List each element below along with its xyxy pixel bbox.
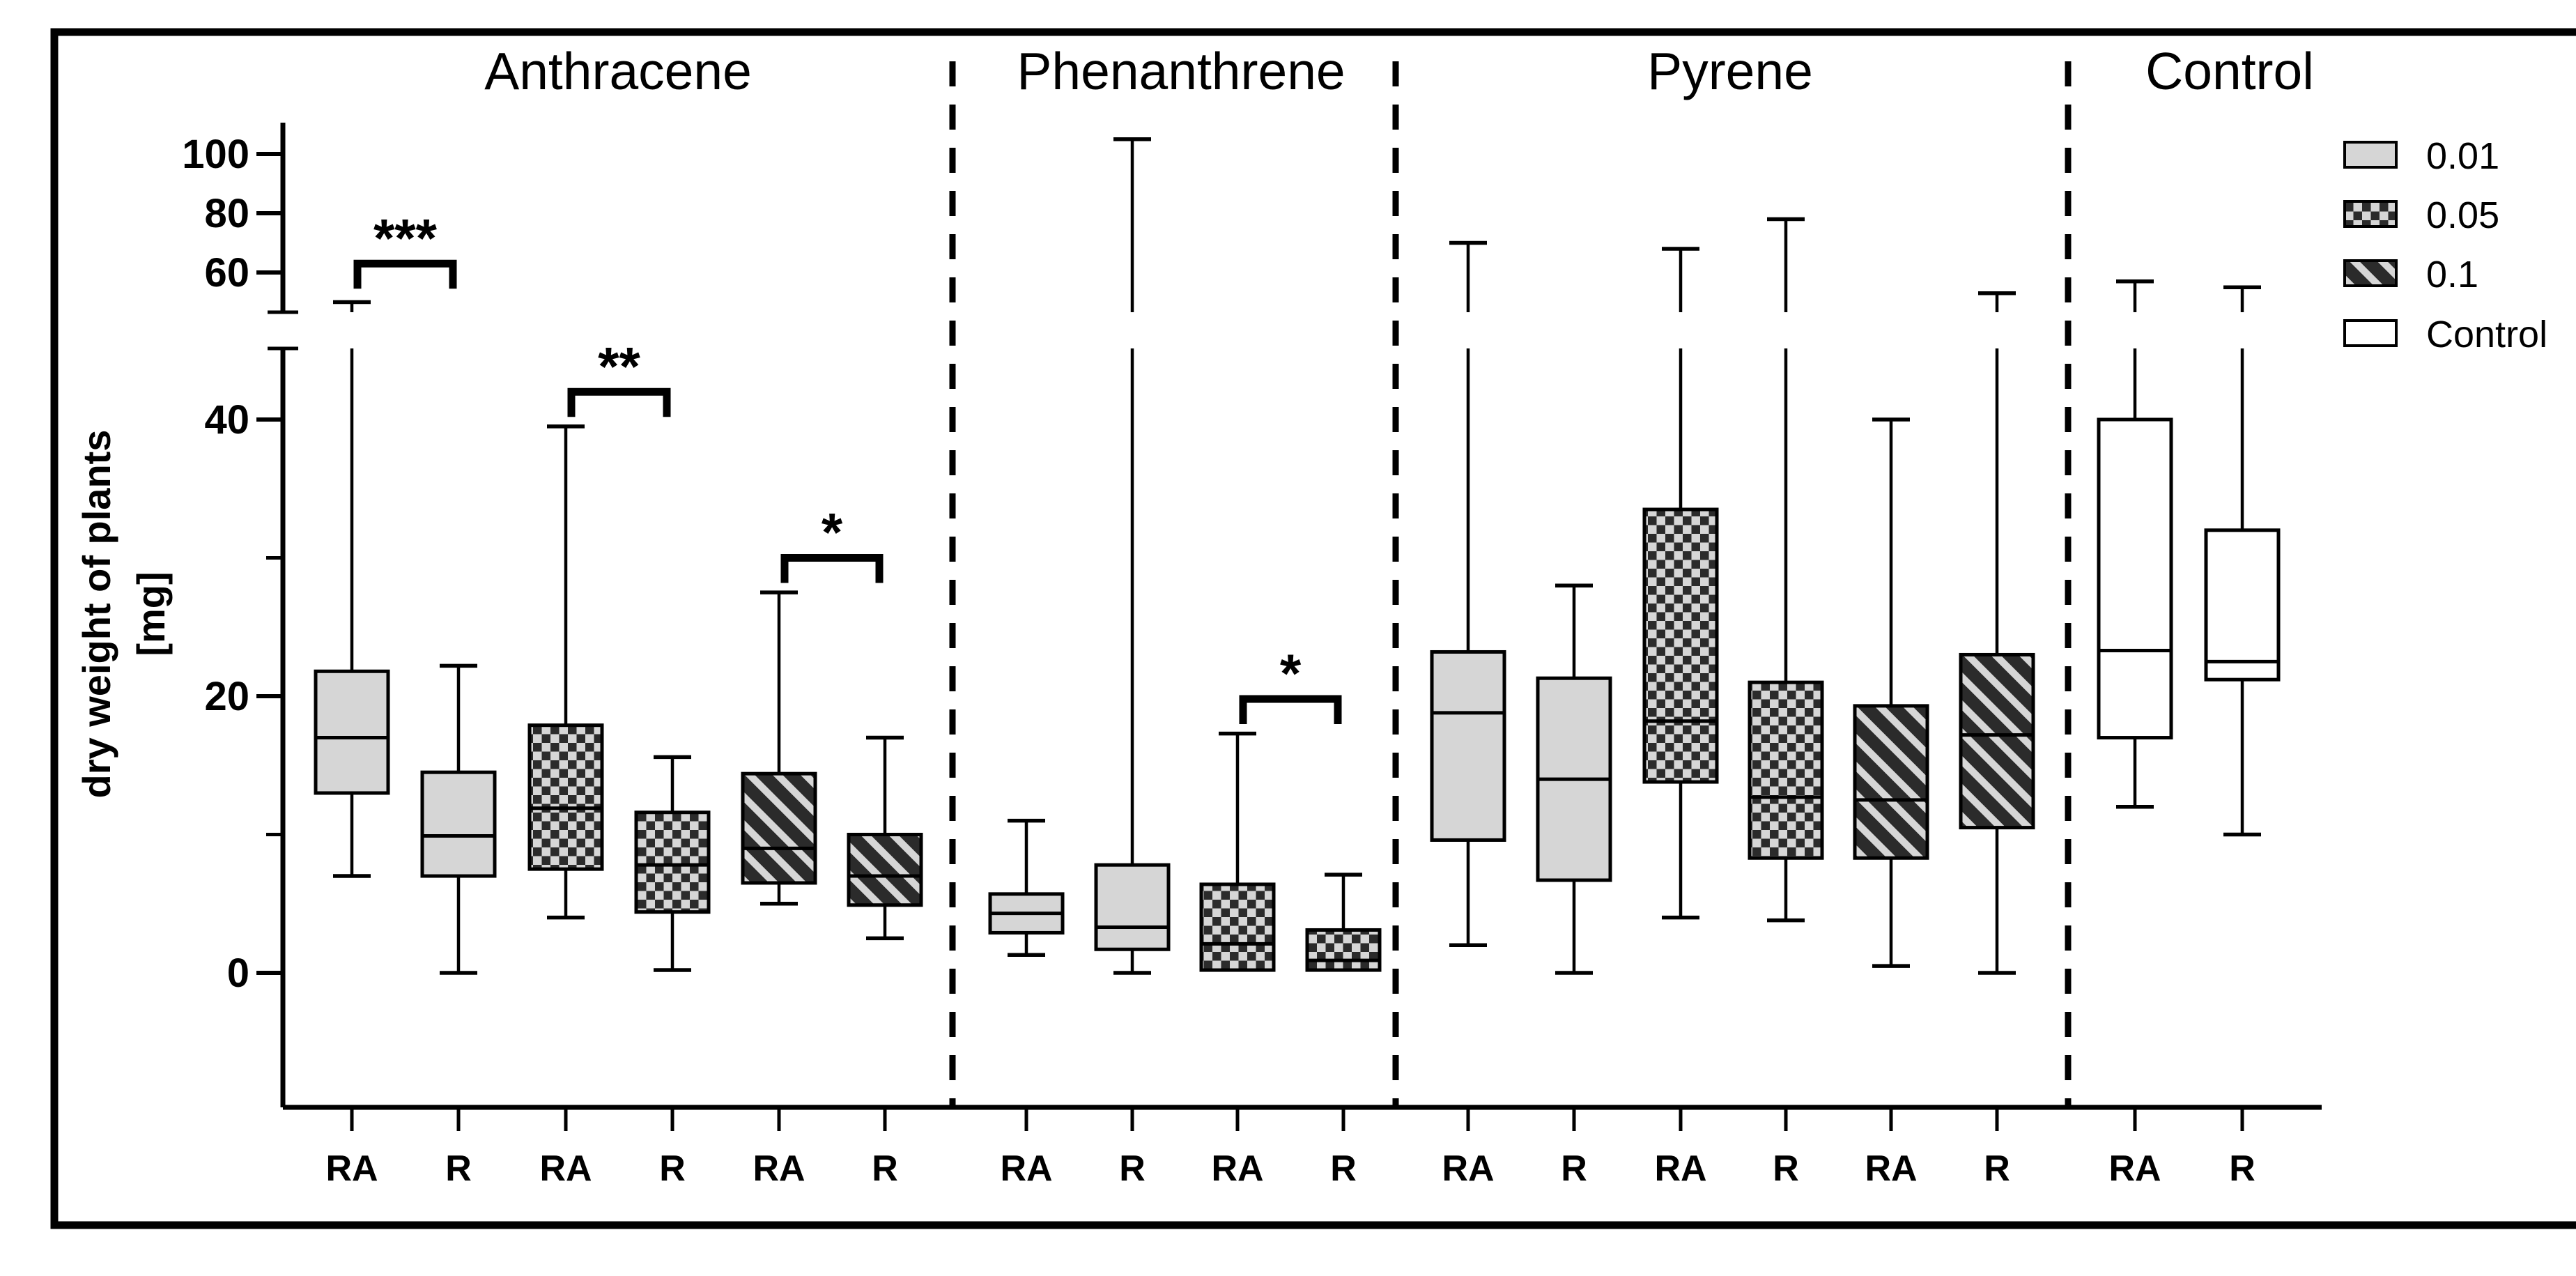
x-label-Control-RA-Control: RA [2108,1148,2161,1189]
box-Pyrene-RA-0.05 [1642,507,1719,784]
boxplots: RA R RA R RA R RA R RA R RA R RA R RA R RA R [314,137,2281,1189]
y-axis-label-line1: dry weight of plants [75,430,118,799]
x-label-Pyrene-R-0.05: R [1773,1148,1799,1189]
box-Phenanthrene-R-0.01 [1094,863,1171,951]
x-label-Pyrene-RA-0.01: RA [1442,1148,1494,1189]
group-title-pyrene: Pyrene [1647,42,1813,100]
group-title-phenanthrene: Phenanthrene [1017,42,1345,100]
box-Pyrene-R-0.1 [1959,652,2035,830]
box-Anthracene-RA-0.1 [741,771,817,885]
x-label-Pyrene-R-0.1: R [1984,1148,2010,1189]
x-label-Anthracene-R-0.05: R [659,1148,686,1189]
x-label-Pyrene-RA-0.1: RA [1865,1148,1917,1189]
x-label-Anthracene-R-0.1: R [872,1148,898,1189]
box-Control-RA-Control [2097,417,2173,740]
x-label-Pyrene-RA-0.05: RA [1654,1148,1706,1189]
box-Pyrene-R-0.05 [1748,680,1824,860]
sig-label-0: *** [373,207,438,268]
legend: 0.01 0.05 0.1 Control [2343,135,2547,355]
x-label-Anthracene-RA-0.01: RA [325,1148,378,1189]
y-tick-label-60: 60 [204,250,249,295]
legend-label-0.1: 0.1 [2426,254,2478,295]
legend-swatch-0.05 [2343,200,2398,228]
box-Anthracene-R-0.01 [420,770,497,878]
x-label-Control-R-Control: R [2229,1148,2255,1189]
box-Anthracene-RA-0.01 [314,669,390,795]
sig-label-2: * [822,502,843,563]
sig-label-1: ** [598,335,640,397]
x-label-Phenanthrene-RA-0.05: RA [1211,1148,1263,1189]
y-axis-label-line2: [mg] [129,571,173,656]
y-tick-label-20: 20 [204,674,249,719]
box-Anthracene-RA-0.05 [527,723,604,871]
legend-label-0.01: 0.01 [2426,135,2499,177]
x-label-Pyrene-R-0.01: R [1561,1148,1587,1189]
sig-bracket-1 [567,387,671,417]
legend-label-control: Control [2426,314,2547,355]
x-label-Phenanthrene-R-0.01: R [1119,1148,1146,1189]
x-label-Anthracene-RA-0.05: RA [539,1148,592,1189]
axes: 0 20 40 60 80 100 [182,123,2322,1110]
legend-swatch-0.01 [2343,141,2398,169]
legend-swatch-control [2343,319,2398,347]
y-tick-label-40: 40 [204,397,249,443]
x-label-Anthracene-RA-0.1: RA [753,1148,805,1189]
box-Anthracene-R-0.1 [847,833,923,907]
group-title-control: Control [2145,42,2314,100]
boxplot-figure: Anthracene Phenanthrene Pyrene Control d… [28,11,2576,1265]
sig-bracket-2 [780,554,884,583]
group-dividers [949,61,2072,1107]
legend-swatch-0.1 [2343,259,2398,287]
group-title-anthracene: Anthracene [484,42,752,100]
significance-brackets: ******* [353,207,1342,724]
x-label-Phenanthrene-RA-0.01: RA [1000,1148,1052,1189]
box-Phenanthrene-RA-0.05 [1199,882,1276,972]
box-Control-R-Control [2204,528,2281,682]
box-Phenanthrene-R-0.05 [1305,928,1382,972]
x-label-Anthracene-R-0.01: R [445,1148,472,1189]
sig-bracket-0 [353,259,457,289]
legend-label-0.05: 0.05 [2426,194,2499,236]
sig-bracket-3 [1239,695,1342,724]
y-tick-label-0: 0 [227,951,249,996]
box-Anthracene-R-0.05 [634,810,711,914]
sig-label-3: * [1280,643,1302,704]
boxplot-canvas: Anthracene Phenanthrene Pyrene Control d… [28,11,2576,1265]
y-tick-label-80: 80 [204,191,249,236]
x-label-Phenanthrene-R-0.05: R [1330,1148,1357,1189]
y-tick-label-100: 100 [182,132,249,177]
box-Pyrene-RA-0.1 [1853,704,1929,860]
box-Pyrene-RA-0.01 [1430,649,1506,842]
